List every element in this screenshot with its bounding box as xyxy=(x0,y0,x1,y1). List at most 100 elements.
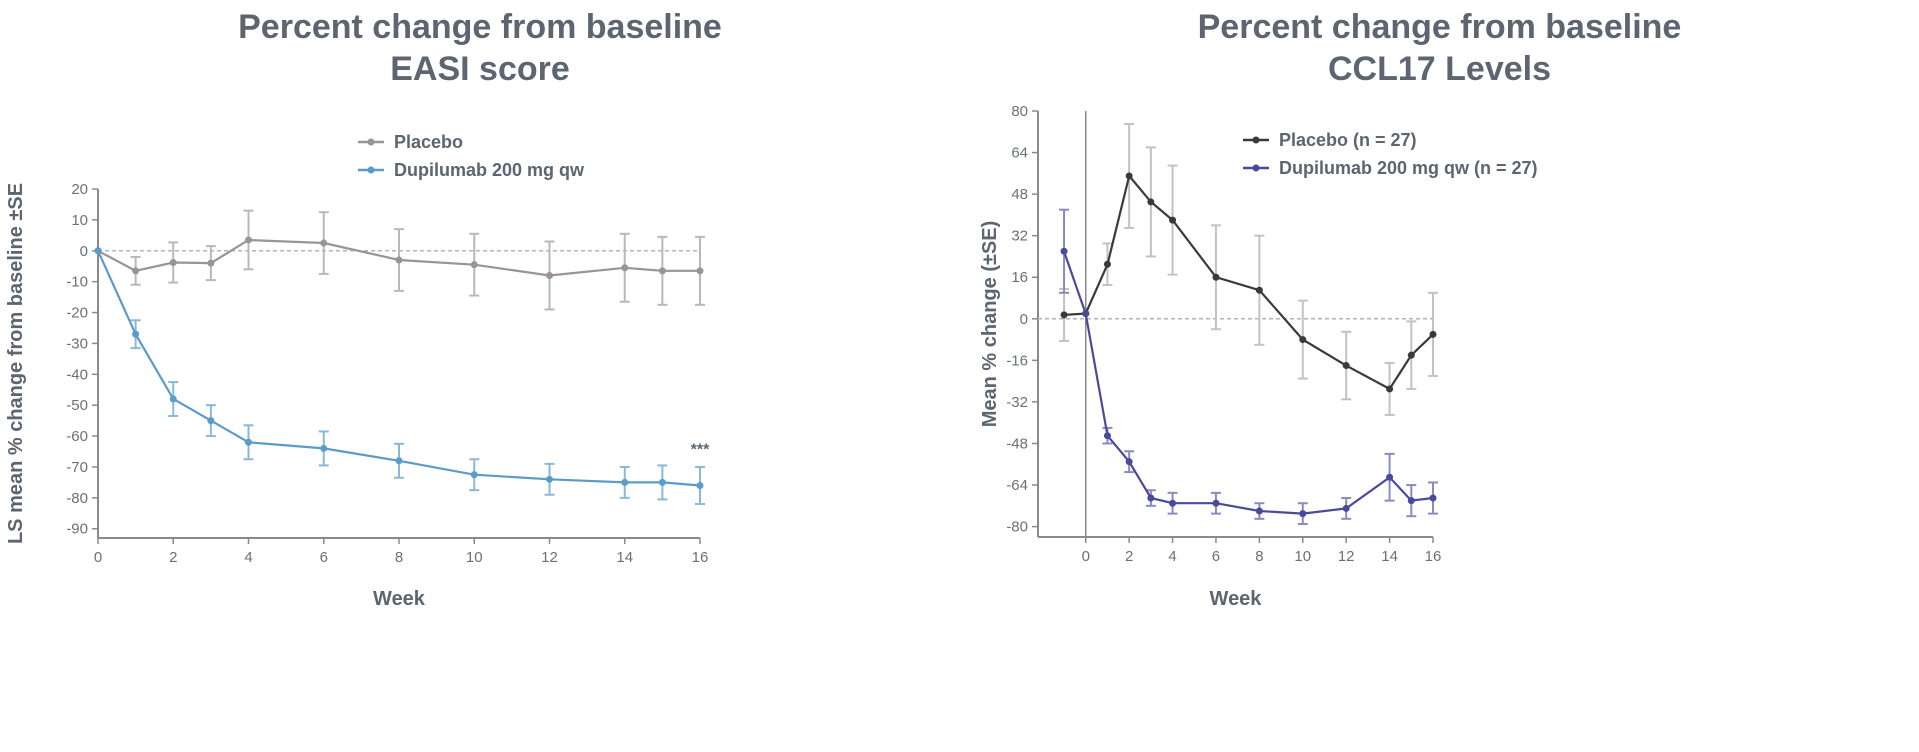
data-point xyxy=(94,247,102,255)
data-point xyxy=(621,264,629,272)
y-tick-label: 10 xyxy=(71,212,88,229)
data-point xyxy=(1386,473,1394,481)
y-tick-label: 32 xyxy=(1011,228,1028,245)
legend-swatch-marker xyxy=(1252,164,1260,172)
data-point xyxy=(245,438,252,446)
y-tick-label: -32 xyxy=(1006,394,1028,411)
data-point xyxy=(1299,510,1307,518)
data-point xyxy=(395,256,403,264)
x-tick-label: 12 xyxy=(541,549,558,566)
y-tick-label: 0 xyxy=(1020,311,1028,328)
y-tick-label: -80 xyxy=(66,490,88,507)
legend-label: Placebo xyxy=(394,132,463,152)
chart-title-line1: Percent change from baseline xyxy=(238,8,722,46)
data-point xyxy=(1169,216,1177,224)
y-tick-label: -90 xyxy=(66,521,88,538)
x-tick-label: 10 xyxy=(1294,548,1311,565)
y-tick-label: -80 xyxy=(1006,519,1028,536)
data-point xyxy=(1342,362,1350,370)
y-tick-label: -64 xyxy=(1006,477,1028,494)
legend-label: Placebo (n = 27) xyxy=(1279,130,1417,150)
data-point xyxy=(395,457,403,465)
y-tick-label: -50 xyxy=(66,397,88,414)
x-tick-label: 16 xyxy=(1425,548,1442,565)
easi-chart-svg: 20 10 0 -10 -20 -30 -40 -50 -60 -70 -80 -90 0 2 4 6 8 10 1… xyxy=(5,132,710,610)
x-tick-label: 14 xyxy=(1381,548,1398,565)
data-point xyxy=(1147,494,1155,502)
series-line-0 xyxy=(1063,173,1434,391)
y-tick-label: -20 xyxy=(66,305,88,322)
y-tick-label: 0 xyxy=(80,243,88,260)
data-point xyxy=(1342,504,1350,512)
data-point xyxy=(1407,497,1415,505)
data-point xyxy=(1407,351,1415,359)
ccl17-chart-svg: 80 64 48 32 16 0 -16 -32 -48 -64 -80 0 2 4 6 8 10 12 14 16 W… xyxy=(979,103,1538,610)
y-tick-label: 16 xyxy=(1011,269,1028,286)
data-point xyxy=(546,271,553,279)
data-point xyxy=(1125,458,1133,466)
data-point xyxy=(1125,172,1133,180)
legend-label: Dupilumab 200 mg qw xyxy=(394,160,585,180)
data-point xyxy=(1255,286,1263,294)
y-tick-label: -40 xyxy=(66,366,88,383)
y-tick-label: 48 xyxy=(1011,186,1028,203)
x-tick-label: 16 xyxy=(692,549,709,566)
chart-title: Percent change from baseline CCL17 Level… xyxy=(960,6,1919,90)
data-point xyxy=(470,471,478,479)
data-point xyxy=(1147,198,1155,206)
y-tick-label: -60 xyxy=(66,428,88,445)
data-point xyxy=(207,259,215,267)
x-tick-label: 14 xyxy=(616,549,633,566)
y-axis-title: LS mean % change from baseline ±SE xyxy=(5,183,27,544)
x-tick-label: 2 xyxy=(1125,548,1133,565)
chart-subtitle: EASI score xyxy=(390,50,570,88)
data-point xyxy=(1429,330,1437,338)
x-axis-title: Week xyxy=(373,588,426,610)
data-point xyxy=(1082,310,1090,318)
x-tick-label: 4 xyxy=(1168,548,1176,565)
chart-title-line1: Percent change from baseline xyxy=(1197,8,1682,46)
chart-ccl17-levels: Percent change from baseline CCL17 Level… xyxy=(960,0,1919,752)
y-tick-label: -70 xyxy=(66,459,88,476)
data-point xyxy=(320,444,328,452)
data-point xyxy=(169,395,177,403)
significance-annotation: *** xyxy=(691,442,710,459)
y-tick-label: 64 xyxy=(1011,145,1028,162)
data-point xyxy=(1255,507,1263,515)
data-point xyxy=(1060,247,1068,255)
data-point xyxy=(658,267,666,275)
y-tick-label: 80 xyxy=(1011,103,1028,120)
y-axis-title: Mean % change (±SE) xyxy=(979,221,1001,428)
data-point xyxy=(207,417,215,425)
y-tick-label: -30 xyxy=(66,335,88,352)
data-point xyxy=(1103,260,1111,268)
x-tick-label: 0 xyxy=(1082,548,1090,565)
data-point xyxy=(1429,494,1437,502)
data-point xyxy=(320,239,328,247)
chart-title: Percent change from baseline EASI score xyxy=(0,6,960,90)
data-point xyxy=(1299,336,1307,344)
x-tick-label: 6 xyxy=(1212,548,1220,565)
x-tick-label: 4 xyxy=(244,549,252,566)
legend-swatch-marker xyxy=(367,166,375,174)
x-tick-label: 8 xyxy=(395,549,403,566)
y-tick-label: -48 xyxy=(1006,435,1028,452)
data-point xyxy=(169,259,177,267)
data-point xyxy=(621,478,629,486)
series-line-1 xyxy=(96,250,701,487)
data-point xyxy=(1169,499,1177,507)
y-tick-label: 20 xyxy=(71,181,88,198)
legend-swatch-marker xyxy=(1252,136,1260,144)
data-point xyxy=(696,481,704,489)
data-point xyxy=(1212,499,1220,507)
data-point xyxy=(546,475,553,483)
data-point xyxy=(132,330,140,338)
legend-label: Dupilumab 200 mg qw (n = 27) xyxy=(1279,158,1538,178)
series-line-0 xyxy=(97,238,700,277)
x-tick-label: 10 xyxy=(466,549,483,566)
chart-easi-score: Percent change from baseline EASI score … xyxy=(0,6,960,610)
y-tick-label: -16 xyxy=(1006,352,1028,369)
x-tick-label: 0 xyxy=(94,549,102,566)
x-tick-label: 2 xyxy=(169,549,177,566)
data-point xyxy=(245,236,252,244)
